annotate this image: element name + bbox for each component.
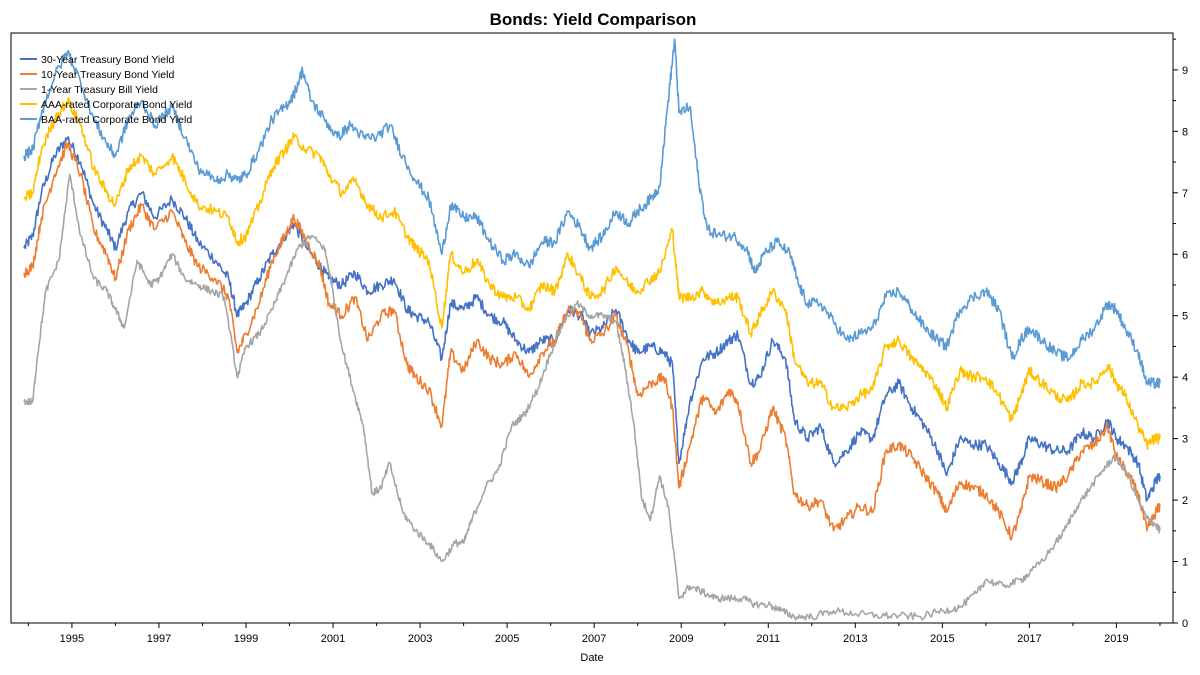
series-layer: [23, 38, 1161, 621]
y-tick-label: 8: [1182, 126, 1188, 138]
y-tick-label: 9: [1182, 65, 1188, 77]
x-tick-label: 2015: [930, 633, 954, 645]
x-axis: 1995 1997 1999 2001 2003 2005 2007 2009 2011 2013…: [27, 623, 1161, 645]
y-tick-label: 2: [1182, 495, 1188, 507]
x-tick-label: 2001: [321, 633, 345, 645]
x-tick-label: 1995: [60, 633, 84, 645]
x-tick-label: 2003: [408, 633, 432, 645]
y-tick-label: 1: [1182, 557, 1188, 569]
x-tick-label: 2017: [1017, 633, 1041, 645]
x-tick-label: 2009: [669, 633, 693, 645]
x-tick-label: 2013: [843, 633, 867, 645]
legend-item-label: BAA-rated Corporate Bond Yield: [41, 114, 192, 126]
legend: 30-Year Treasury Bond Yield 10-Year Treas…: [20, 54, 192, 126]
x-tick-label: 2007: [582, 633, 606, 645]
x-tick-label: 1999: [234, 633, 258, 645]
y-tick-label: 5: [1182, 311, 1188, 323]
y-tick-label: 4: [1182, 372, 1188, 384]
legend-item-label: AAA-rated Corporate Bond Yield: [41, 99, 192, 111]
series-line-2: [23, 141, 1161, 541]
x-tick-label: 1997: [147, 633, 171, 645]
y-tick-label: 6: [1182, 249, 1188, 261]
chart-title: Bonds: Yield Comparison: [490, 10, 697, 29]
x-tick-label: 2019: [1104, 633, 1128, 645]
x-axis-label: Date: [580, 652, 603, 664]
legend-item-label: 10-Year Treasury Bond Yield: [41, 69, 174, 81]
y-tick-label: 3: [1182, 434, 1188, 446]
y-tick-label: 7: [1182, 188, 1188, 200]
series-line-4: [23, 96, 1161, 451]
y-axis: 0 1 2 3 4 5 6 7 8 9: [1173, 38, 1188, 630]
plot-area-frame: [10, 32, 1174, 624]
x-tick-label: 2005: [495, 633, 519, 645]
series-line-3: [23, 173, 1161, 621]
legend-item-label: 30-Year Treasury Bond Yield: [41, 54, 174, 66]
x-tick-label: 2011: [756, 633, 780, 645]
legend-item-label: 1-Year Treasury Bill Yield: [41, 84, 158, 96]
series-line-5: [23, 38, 1161, 389]
y-tick-label: 0: [1182, 618, 1188, 630]
